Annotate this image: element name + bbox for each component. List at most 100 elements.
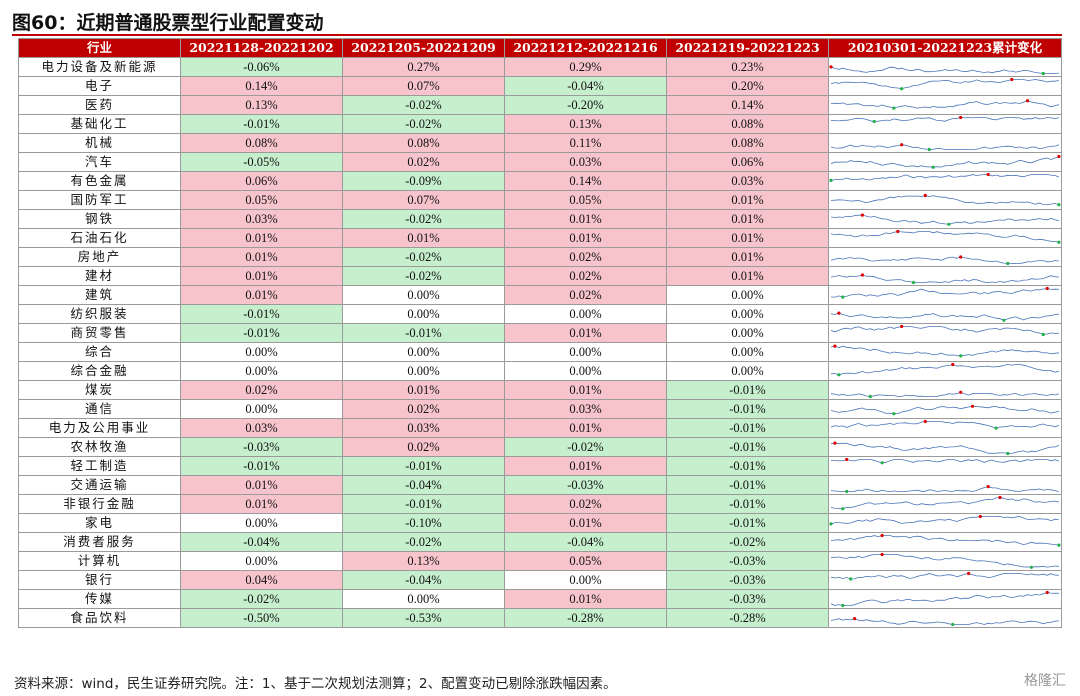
value-cell: 0.03% [504,399,667,419]
sparkline-max-marker [959,115,963,120]
sparkline-path [830,100,1059,109]
value-cell: -0.28% [666,608,829,628]
trend-sparkline-cell [828,209,1062,229]
value-cell: -0.01% [666,437,829,457]
footnote: 资料来源：wind，民生证券研究院。注：1、基于二次规划法测算；2、配置变动已剔… [14,676,617,692]
table-row: 非银行金融 0.01% -0.01% 0.02% -0.01% [18,494,1062,514]
table-row: 汽车 -0.05% 0.02% 0.03% 0.06% [18,152,1062,172]
value-cell: -0.09% [342,171,505,191]
sparkline-max-marker [1057,154,1061,159]
industry-cell: 钢铁 [18,209,181,229]
table-row: 电力及公用事业 0.03% 0.03% 0.01% -0.01% [18,418,1062,438]
value-cell: 0.01% [504,228,667,248]
sparkline-min-marker [829,522,833,526]
value-cell: 0.02% [342,437,505,457]
value-cell: 0.04% [180,570,343,590]
industry-cell: 银行 [18,570,181,590]
value-cell: 0.00% [504,304,667,324]
value-cell: 0.11% [504,133,667,153]
value-cell: 0.01% [666,190,829,210]
value-cell: -0.06% [180,57,343,77]
industry-cell: 电力及公用事业 [18,418,181,438]
trend-sparkline-cell [828,76,1062,96]
value-cell: -0.50% [180,608,343,628]
table-row: 消费者服务 -0.04% -0.02% -0.04% -0.02% [18,532,1062,552]
trend-sparkline-cell [828,247,1062,267]
trend-sparkline-cell [828,190,1062,210]
value-cell: 0.07% [342,76,505,96]
sparkline-max-marker [986,485,990,489]
sparkline-path [830,364,1059,376]
value-cell: -0.03% [666,570,829,590]
watermark-logo: 格隆汇 [1024,673,1066,689]
industry-cell: 家电 [18,513,181,533]
industry-cell: 通信 [18,399,181,419]
trend-sparkline-cell [828,608,1062,628]
sparkline-min-marker [841,507,845,511]
value-cell: 0.00% [180,361,343,381]
value-cell: 0.00% [666,342,829,362]
trend-sparkline [830,324,1059,337]
table-row: 基础化工 -0.01% -0.02% 0.13% 0.08% [18,114,1062,134]
trend-sparkline-cell [828,589,1062,609]
value-cell: -0.01% [666,456,829,476]
value-cell: -0.01% [666,399,829,419]
sparkline-path [830,256,1059,264]
industry-cell: 有色金属 [18,171,181,191]
sparkline-max-marker [833,344,837,348]
trend-sparkline [830,213,1059,226]
sparkline-max-marker [1010,77,1014,82]
sparkline-max-marker [923,193,927,198]
trend-sparkline [830,286,1059,299]
trend-sparkline-cell [828,152,1062,172]
sparkline-min-marker [868,394,872,399]
sparkline-path [830,535,1059,546]
trend-sparkline [830,115,1060,124]
trend-sparkline [830,533,1061,547]
value-cell: -0.28% [504,608,667,628]
industry-cell: 电力设备及新能源 [18,57,181,77]
sparkline-min-marker [931,165,935,169]
value-cell: 0.01% [504,513,667,533]
sparkline-path [830,174,1060,181]
industry-cell: 电子 [18,76,181,96]
sparkline-min-marker [1057,240,1061,244]
industry-cell: 非银行金融 [18,494,181,514]
sparkline-min-marker [1057,203,1061,207]
value-cell: 0.05% [180,190,343,210]
value-cell: 0.00% [180,342,343,362]
sparkline-max-marker [829,65,833,69]
value-cell: -0.01% [666,418,829,438]
trend-sparkline [829,514,1059,526]
industry-cell: 房地产 [18,247,181,267]
sparkline-max-marker [880,552,884,557]
trend-sparkline-cell [828,551,1062,571]
trend-sparkline-cell [828,380,1062,400]
sparkline-path [830,312,1059,321]
table-row: 国防军工 0.05% 0.07% 0.05% 0.01% [18,190,1062,210]
sparkline-min-marker [927,147,931,152]
table-row: 石油石化 0.01% 0.01% 0.01% 0.01% [18,228,1062,248]
industry-cell: 轻工制造 [18,456,181,476]
sparkline-path [830,345,1059,357]
sparkline-min-marker [911,280,916,285]
sparkline-path [831,459,1060,464]
value-cell: -0.03% [504,475,667,495]
value-cell: -0.04% [180,532,343,552]
value-cell: 0.08% [342,133,505,153]
value-cell: -0.01% [342,323,505,343]
header-week-2: 20221205-20221209 [342,38,505,58]
value-cell: -0.02% [342,247,505,267]
value-cell: 0.08% [666,133,829,153]
title-rule [12,34,1062,36]
table-row: 医药 0.13% -0.02% -0.20% 0.14% [18,95,1062,115]
value-cell: 0.14% [180,76,343,96]
sparkline-min-marker [872,119,876,124]
value-cell: -0.02% [180,589,343,609]
header-week-1: 20221128-20221202 [180,38,343,58]
value-cell: 0.14% [666,95,829,115]
table-row: 银行 0.04% -0.04% 0.00% -0.03% [18,570,1062,590]
table-row: 纺织服装 -0.01% 0.00% 0.00% 0.00% [18,304,1062,324]
industry-cell: 农林牧渔 [18,437,181,457]
value-cell: 0.01% [666,247,829,267]
